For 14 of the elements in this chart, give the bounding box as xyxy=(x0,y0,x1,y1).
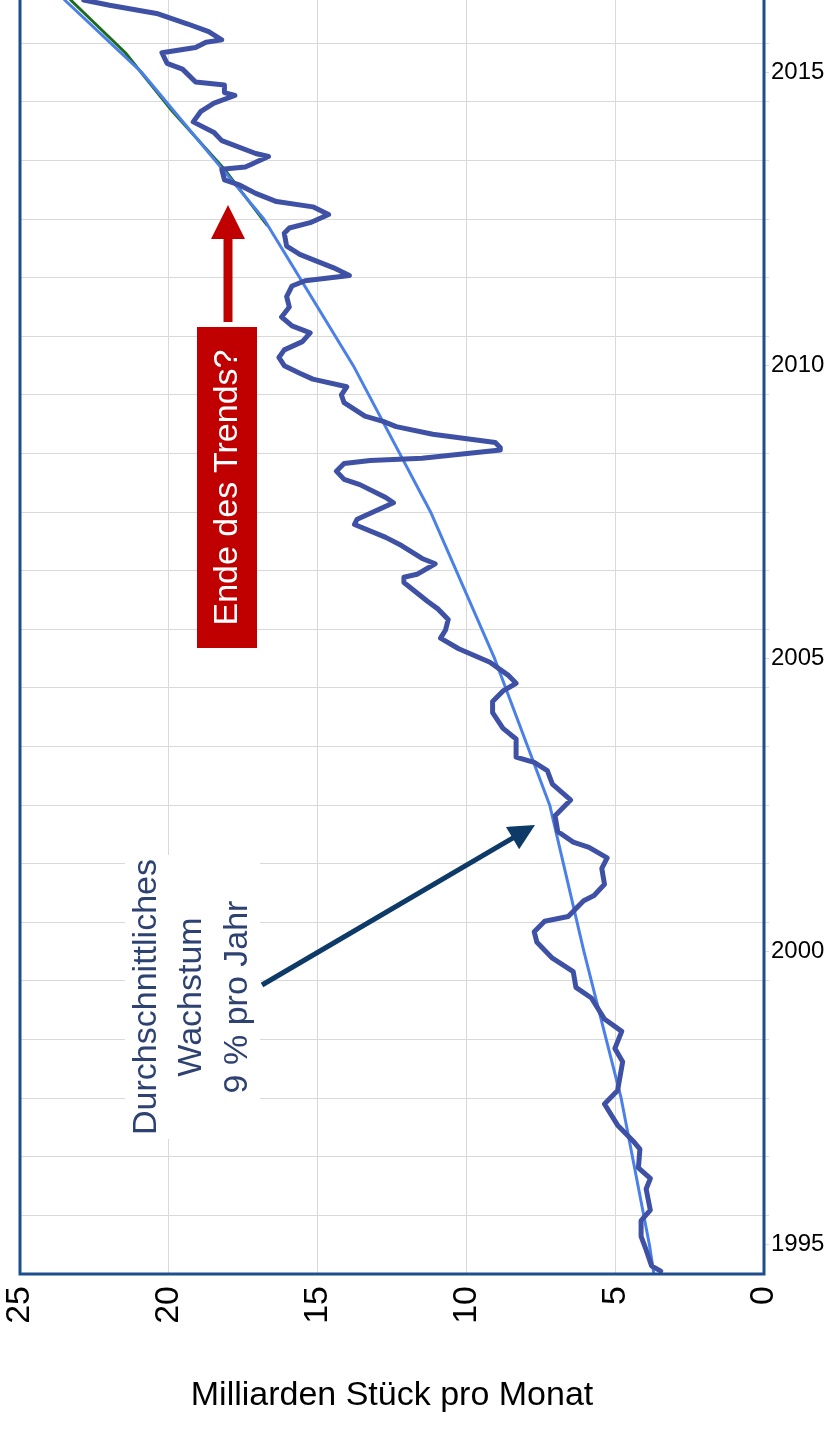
y-tick-label: 1995 xyxy=(771,1229,825,1257)
x-axis-title: Milliarden Stück pro Monat xyxy=(190,1373,594,1412)
annotation: Ende des Trends? xyxy=(206,349,245,626)
x-tick-label: 5 xyxy=(593,1286,632,1305)
x-tick-label: 15 xyxy=(295,1286,334,1324)
y-tick-label: 2010 xyxy=(771,350,825,378)
x-tick-label: 0 xyxy=(742,1286,781,1305)
y-tick-label: 2005 xyxy=(771,643,825,671)
x-tick-label: 20 xyxy=(147,1286,186,1324)
x-tick-label: 10 xyxy=(444,1286,483,1324)
x-tick-label: 25 xyxy=(0,1286,37,1324)
y-tick-label: 2000 xyxy=(771,936,825,964)
annotation: Durchschnittliches Wachstum 9 % pro Jahr xyxy=(125,859,255,1135)
y-tick-label: 2015 xyxy=(771,57,825,85)
